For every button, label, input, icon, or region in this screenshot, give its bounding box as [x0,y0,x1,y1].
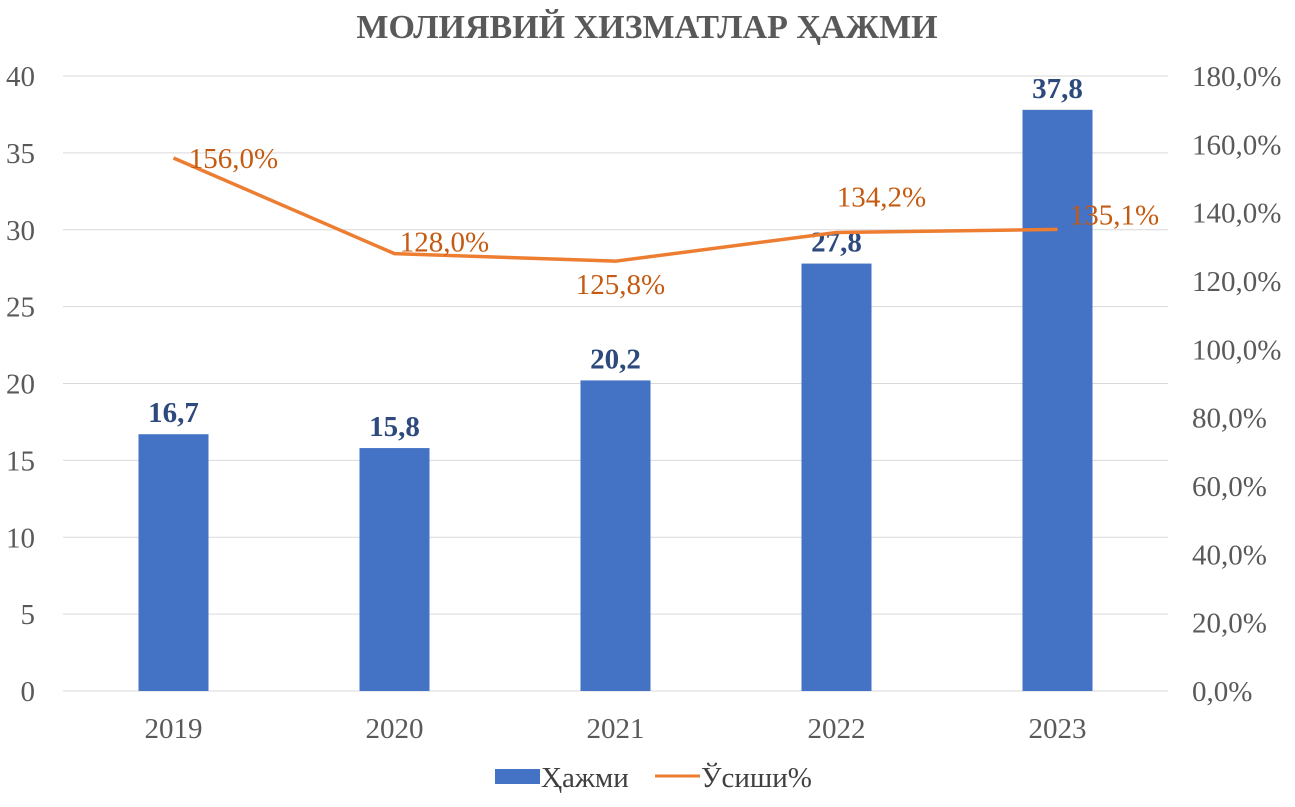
line-series: 156,0% 128,0% 125,8% 134,2% 135,1% [172,143,1159,301]
x-tick-label: 2023 [1029,713,1087,745]
bar-data-label: 37,8 [1032,73,1083,105]
right-tick-label: 180,0% [1192,61,1281,93]
x-axis: 2019 2020 2021 2022 2023 [145,713,1087,745]
left-tick-label: 15 [6,445,35,477]
chart-title: МОЛИЯВИЙ ХИЗМАТЛАР ҲАЖМИ [356,9,937,46]
x-tick-label: 2021 [587,713,645,745]
bar-2019 [138,434,209,691]
legend-label-volume: Ҳажми [541,762,629,794]
bar-2022 [801,263,872,691]
right-tick-label: 120,0% [1192,266,1281,298]
right-y-axis: 0,0% 20,0% 40,0% 60,0% 80,0% 100,0% 120,0% 140,… [1192,61,1281,708]
bar-data-label: 15,8 [369,411,420,443]
right-tick-label: 40,0% [1192,539,1267,571]
line-data-label: 134,2% [837,181,926,213]
bar-data-label: 20,2 [590,343,641,375]
legend-swatch-volume [495,769,540,784]
legend-label-growth: Ўсиши% [701,761,812,794]
legend: Ҳажми Ўсиши% [495,761,812,794]
left-tick-label: 30 [6,215,35,247]
left-tick-label: 5 [21,599,36,631]
line-data-label: 128,0% [400,227,489,259]
right-tick-label: 160,0% [1192,129,1281,161]
bar-2020 [359,448,430,691]
x-tick-label: 2022 [808,713,866,745]
line-data-label: 156,0% [189,143,278,175]
right-tick-label: 140,0% [1192,198,1281,230]
left-tick-label: 25 [6,292,35,324]
left-tick-label: 40 [6,61,35,93]
line-data-label: 125,8% [576,269,665,301]
bar-2023 [1022,109,1093,691]
left-tick-label: 20 [6,369,35,401]
growth-line [172,156,1058,263]
bar-2021 [580,380,651,691]
right-tick-label: 60,0% [1192,471,1267,503]
left-tick-label: 10 [6,522,35,554]
bar-data-label: 16,7 [148,397,199,429]
x-tick-label: 2019 [145,713,203,745]
right-tick-label: 80,0% [1192,403,1267,435]
bar-series: 16,7 15,820,227,837,8 [138,73,1093,691]
left-tick-label: 35 [6,138,35,170]
right-tick-label: 20,0% [1192,608,1267,640]
right-tick-label: 100,0% [1192,334,1281,366]
left-tick-label: 0 [21,676,36,708]
left-y-axis: 0 5 10 15 20 25 30 35 40 [6,61,35,708]
right-tick-label: 0,0% [1192,676,1252,708]
line-data-label: 135,1% [1070,199,1159,231]
x-tick-label: 2020 [366,713,424,745]
